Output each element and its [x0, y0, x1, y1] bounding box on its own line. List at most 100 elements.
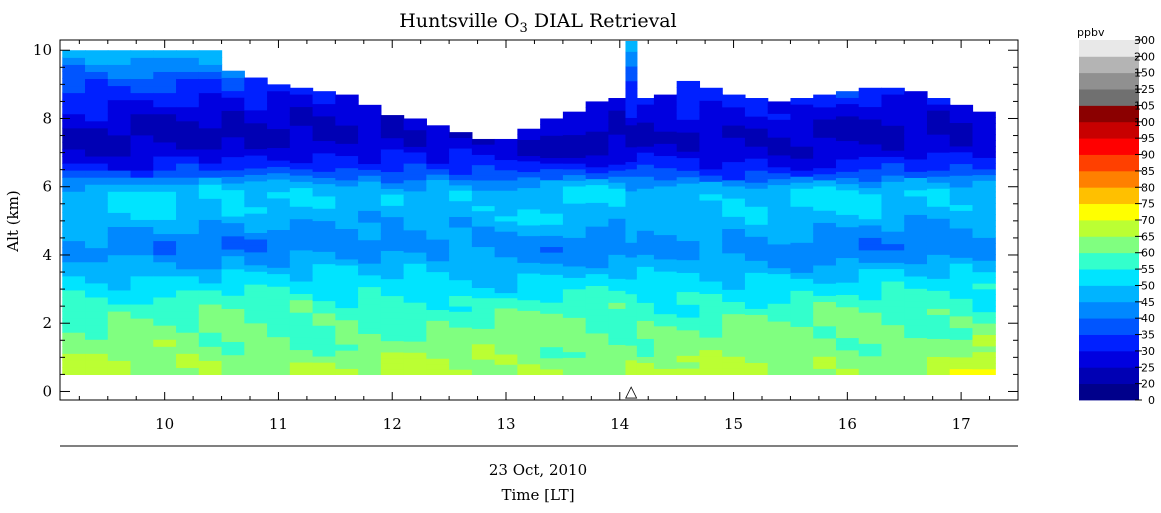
x-axis-ticks: 10 11 12 13 14 15 16 17: [78, 40, 1019, 433]
curtain-cell: [881, 312, 905, 319]
curtain-cell: [926, 218, 951, 225]
curtain-cell: [608, 224, 627, 231]
curtain-cell: [625, 132, 638, 140]
curtain-cell: [153, 318, 177, 326]
curtain-cell: [85, 310, 109, 319]
curtain-cell: [813, 222, 837, 230]
curtain-cell: [653, 125, 678, 132]
curtain-cell: [358, 186, 382, 194]
curtain-cell: [289, 343, 314, 351]
curtain-cell: [540, 324, 564, 331]
curtain-cell: [790, 134, 814, 141]
curtain-cell: [85, 346, 109, 354]
curtain-cell: [625, 41, 638, 45]
curtain-cell: [289, 368, 314, 376]
curtain-cell: [972, 163, 996, 170]
curtain-cell: [636, 218, 655, 225]
curtain-cell: [221, 242, 245, 250]
curtain-cell: [312, 195, 336, 203]
curtain-cell: [471, 149, 496, 155]
curtain-cell: [289, 94, 314, 101]
curtain-cell: [62, 254, 86, 263]
curtain-cell: [403, 124, 427, 131]
curtain-cell: [198, 367, 223, 376]
curtain-cell: [858, 150, 883, 157]
curtain-cell: [926, 278, 951, 285]
curtain-cell: [403, 201, 427, 209]
curtain-cell: [244, 361, 268, 369]
curtain-cell: [130, 296, 154, 305]
curtain-cell: [176, 318, 200, 326]
curtain-cell: [471, 144, 496, 150]
curtain-cell: [608, 254, 627, 261]
curtain-cell: [608, 170, 627, 177]
curtain-cell: [858, 324, 883, 332]
curtain-cell: [790, 182, 814, 189]
curtain-cell: [744, 320, 769, 327]
curtain-cell: [289, 168, 314, 176]
curtain-cell: [744, 158, 769, 165]
curtain-cell: [904, 306, 928, 314]
curtain-cell: [153, 219, 177, 228]
curtain-cell: [517, 310, 541, 317]
curtain-cell: [699, 299, 723, 307]
curtain-cell: [585, 285, 610, 292]
curtain-cell: [608, 290, 627, 297]
curtain-cell: [289, 143, 314, 151]
curtain-cell: [767, 279, 792, 286]
curtain-cell: [153, 120, 177, 129]
curtain-cell: [562, 351, 587, 358]
curtain-cell: [636, 230, 655, 237]
curtain-cell: [835, 294, 860, 302]
curtain-cell: [426, 304, 450, 311]
curtain-cell: [699, 193, 723, 201]
curtain-cell: [380, 278, 405, 285]
curtain-cell: [471, 287, 496, 294]
curtain-cell: [790, 248, 814, 255]
curtain-cell: [676, 361, 701, 369]
curtain-cell: [198, 254, 223, 263]
curtain-cell: [722, 222, 746, 230]
curtain-cell: [335, 94, 359, 102]
curtain-cell: [585, 101, 610, 108]
curtain-cell: [85, 360, 109, 368]
curtain-cell: [107, 261, 132, 270]
curtain-cell: [676, 227, 701, 235]
curtain-cell: [813, 289, 837, 296]
colorbar-label: 200: [1134, 50, 1155, 63]
curtain-cell: [653, 252, 678, 260]
curtain-cell: [790, 128, 814, 135]
curtain-cell: [835, 337, 860, 345]
curtain-cell: [107, 141, 132, 150]
curtain-cell: [835, 202, 860, 209]
curtain-cell: [107, 360, 132, 368]
curtain-cell: [926, 134, 951, 141]
curtain-cell: [130, 282, 154, 291]
curtain-cell: [562, 231, 587, 238]
curtain-cell: [608, 242, 627, 249]
curtain-cell: [153, 367, 177, 376]
curtain-cell: [62, 71, 86, 80]
curtain-cell: [949, 345, 974, 352]
curtain-cell: [625, 271, 638, 280]
curtain-cell: [636, 326, 655, 333]
curtain-cell: [625, 242, 638, 251]
curtain-cell: [835, 257, 860, 265]
curtain-cell: [62, 212, 86, 220]
curtain-cell: [517, 235, 541, 242]
curtain-cell: [221, 367, 245, 376]
curtain-cell: [744, 194, 769, 201]
colorbar-swatch: [1079, 269, 1139, 286]
curtain-cell: [221, 209, 245, 217]
curtain-cell: [608, 320, 627, 327]
curtain-cell: [904, 177, 928, 185]
curtain-cell: [198, 240, 223, 249]
curtain-cell: [926, 140, 951, 147]
curtain-cell: [358, 140, 382, 147]
curtain-cell: [653, 118, 678, 126]
curtain-cell: [426, 228, 450, 235]
curtain-cell: [653, 204, 678, 211]
curtain-cell: [813, 131, 837, 138]
curtain-cell: [858, 243, 883, 251]
curtain-cell: [244, 193, 268, 201]
